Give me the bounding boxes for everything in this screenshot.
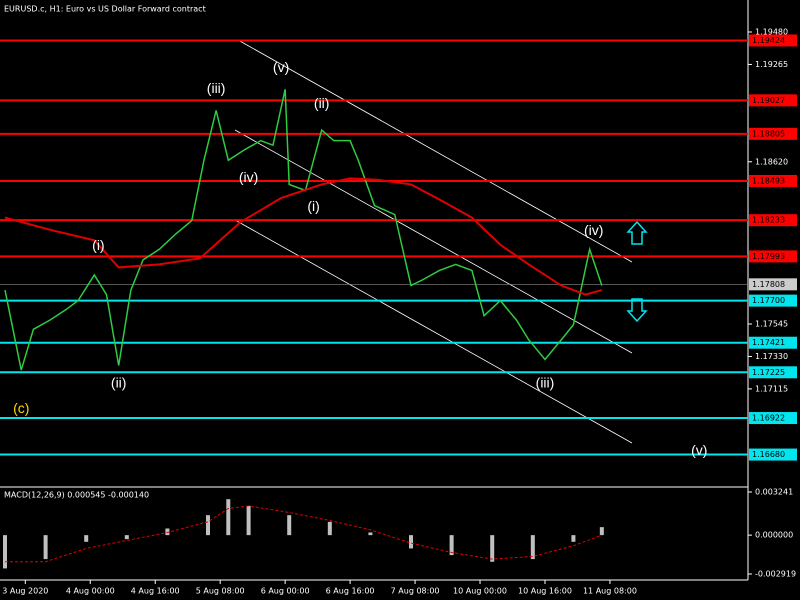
macd-bar [490, 535, 495, 562]
x-tick-label: 4 Aug 16:00 [131, 587, 180, 596]
level-label: 1.16922 [752, 414, 785, 423]
level-label: 1.17421 [752, 338, 785, 347]
wave-label: (iii) [536, 374, 555, 390]
y-tick-label: 1.18620 [755, 157, 788, 166]
macd-bar [246, 505, 251, 536]
channel-line [237, 39, 633, 263]
macd-bar [43, 535, 48, 560]
level-label-box [749, 127, 797, 140]
macd-y-tick-label: 0.003241 [755, 487, 793, 496]
level-label-box [749, 448, 797, 461]
level-label: 1.17225 [752, 368, 785, 377]
macd-y-tick-label: -0.002919 [755, 569, 796, 578]
macd-bar [84, 535, 89, 542]
x-tick-label: 6 Aug 16:00 [326, 587, 375, 596]
x-tick-label: 4 Aug 00:00 [66, 587, 115, 596]
macd-label: MACD(12,26,9) 0.000545 -0.000140 [4, 491, 149, 500]
level-label: 1.19424 [752, 36, 785, 45]
y-tick-label: 1.17545 [755, 320, 788, 329]
macd-bar [599, 527, 604, 536]
level-label-box [749, 94, 797, 107]
y-tick-label: 1.19265 [755, 60, 788, 69]
y-tick-label: 1.17330 [755, 352, 788, 361]
level-label-box [749, 250, 797, 263]
y-tick-label: 1.19480 [755, 27, 788, 36]
macd-bar [327, 521, 332, 536]
level-label: 1.18805 [752, 129, 785, 138]
wave-label: (iii) [207, 80, 226, 96]
macd-bar [206, 515, 211, 536]
x-tick-label: 7 Aug 08:00 [391, 587, 440, 596]
channel-line [234, 129, 633, 354]
wave-label: (ii) [314, 95, 330, 111]
buy-arrow [626, 220, 648, 245]
wave-label: (iv) [239, 169, 258, 185]
level-label: 1.17700 [752, 296, 785, 305]
macd-bar [287, 515, 292, 536]
y-tick-label: 1.17115 [755, 384, 788, 393]
current-price-box [749, 278, 797, 291]
level-label-box [749, 174, 797, 187]
level-label-box [749, 214, 797, 227]
macd-bar [368, 532, 373, 536]
level-label: 1.18233 [752, 216, 785, 225]
macd-bar [449, 535, 454, 556]
level-label: 1.19027 [752, 96, 785, 105]
wave-label: (i) [307, 198, 319, 214]
wave-label: (i) [92, 237, 104, 253]
macd-bar [530, 535, 535, 560]
wave-label: (v) [691, 442, 707, 458]
level-label: 1.16680 [752, 450, 785, 459]
moving-average [4, 177, 603, 296]
wave-label: (ii) [111, 374, 127, 390]
x-tick-label: 5 Aug 08:00 [196, 587, 245, 596]
macd-signal [5, 505, 603, 563]
chart-title: EURUSD.c, H1: Euro vs US Dollar Forward … [4, 5, 206, 14]
x-tick-label: 11 Aug 08:00 [583, 587, 637, 596]
macd-y-tick-label: 0.000000 [755, 531, 793, 540]
macd-bar [226, 499, 231, 536]
x-tick-label: 6 Aug 00:00 [261, 587, 310, 596]
level-label-box [749, 366, 797, 379]
price-line [4, 89, 603, 371]
macd-bar [165, 528, 170, 536]
wave-label: (c) [13, 400, 29, 416]
x-tick-label: 10 Aug 16:00 [518, 587, 572, 596]
level-label: 1.17993 [752, 252, 785, 261]
macd-bar [571, 535, 576, 542]
level-label-box [749, 294, 797, 307]
macd-bar [3, 535, 7, 569]
x-tick-label: 10 Aug 00:00 [453, 587, 507, 596]
level-label-box [749, 336, 797, 349]
current-price-label: 1.17808 [752, 280, 785, 289]
wave-label: (iv) [584, 222, 603, 238]
wave-label: (v) [273, 59, 289, 75]
level-label-box [749, 34, 797, 47]
x-tick-label: 3 Aug 2020 [2, 587, 48, 596]
macd-bar [124, 535, 129, 540]
level-label-box [749, 412, 797, 425]
level-label: 1.18493 [752, 176, 785, 185]
macd-bar [409, 535, 414, 549]
